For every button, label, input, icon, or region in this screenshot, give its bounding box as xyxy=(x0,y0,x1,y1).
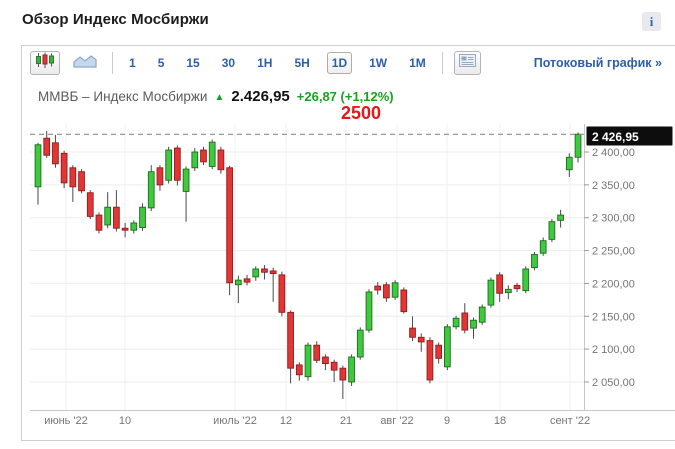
timeframe-1d[interactable]: 1D xyxy=(326,51,353,74)
up-arrow-icon: ▲ xyxy=(214,92,225,103)
timeframe-group: 1 5 15 30 1H 5H 1D 1W 1M xyxy=(124,51,431,74)
toolbar-divider xyxy=(112,51,113,74)
toolbar-divider xyxy=(441,51,443,74)
timeframe-1m[interactable]: 1M xyxy=(409,55,426,70)
timeframe-1h[interactable]: 1H xyxy=(257,55,273,70)
timeframe-5[interactable]: 5 xyxy=(157,55,165,70)
layout-grid-icon xyxy=(458,53,476,72)
stream-chart-link[interactable]: Потоковый график » xyxy=(533,55,662,70)
price-change: +26,87 (+1,12%) xyxy=(296,89,394,104)
chart-toolbar: 1 5 15 30 1H 5H 1D 1W 1M Потоковый график » xyxy=(22,46,675,79)
timeframe-15[interactable]: 15 xyxy=(186,55,200,70)
widget-frame xyxy=(21,45,675,441)
timeframe-1[interactable]: 1 xyxy=(129,55,136,70)
area-chart-button[interactable] xyxy=(69,51,101,75)
last-price: 2.426,95 xyxy=(231,88,290,105)
area-chart-icon xyxy=(73,53,97,73)
instrument-header: ММВБ – Индекс Мосбиржи ▲ 2.426,95 +26,87… xyxy=(38,88,394,105)
page-title: Обзор Индекс Мосбиржи xyxy=(22,11,209,28)
candlestick-icon xyxy=(35,52,55,74)
level-annotation: 2500 xyxy=(340,103,382,123)
timeframe-1w[interactable]: 1W xyxy=(369,55,388,70)
candlestick-chart-button[interactable] xyxy=(30,50,60,75)
timeframe-30[interactable]: 30 xyxy=(221,55,236,70)
chart-settings-button[interactable] xyxy=(453,50,481,75)
instrument-name: ММВБ – Индекс Мосбиржи xyxy=(38,89,208,104)
info-icon[interactable]: i xyxy=(642,12,661,31)
timeframe-5h[interactable]: 5H xyxy=(294,55,310,70)
